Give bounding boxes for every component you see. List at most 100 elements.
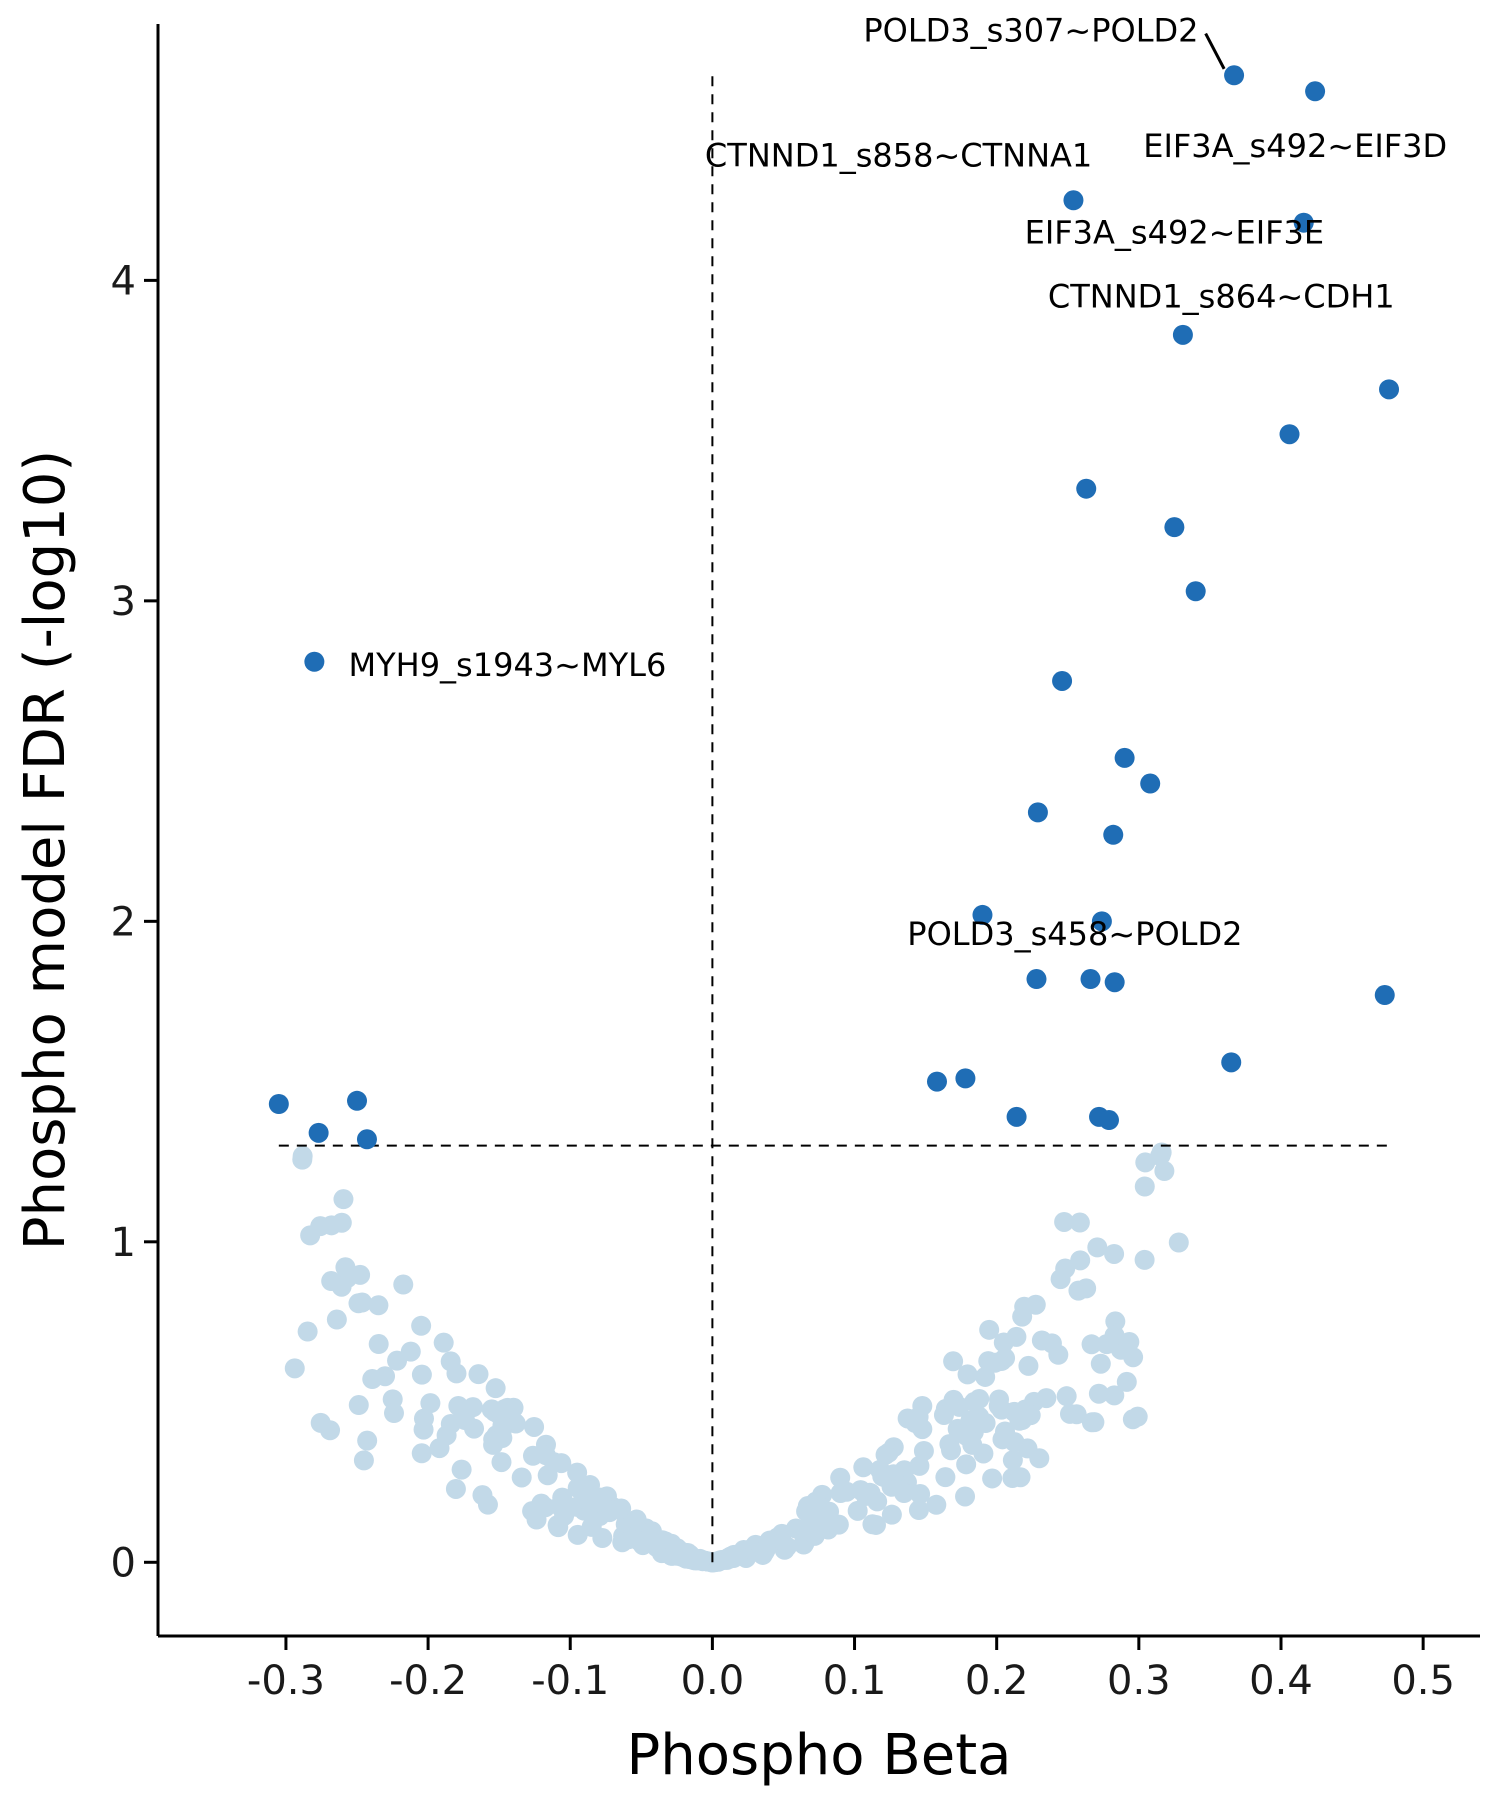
nonsignificant-point (420, 1393, 441, 1414)
significant-point (1104, 972, 1125, 993)
nonsignificant-point (567, 1524, 588, 1545)
nonsignificant-point (485, 1378, 506, 1399)
nonsignificant-point (368, 1334, 389, 1355)
significant-point (1114, 747, 1135, 768)
significant-point (1221, 1052, 1242, 1073)
significant-point (1379, 379, 1400, 400)
nonsignificant-point (549, 1496, 570, 1517)
y-tick-label: 2 (111, 899, 136, 945)
significant-point (268, 1094, 289, 1115)
nonsignificant-point (321, 1271, 342, 1292)
x-tick-label: 0.2 (965, 1658, 1029, 1704)
point-label: CTNND1_s864~CDH1 (1048, 277, 1395, 315)
nonsignificant-point (1031, 1330, 1052, 1351)
significant-point (1103, 824, 1124, 845)
nonsignificant-point (1134, 1176, 1155, 1197)
nonsignificant-point (608, 1499, 629, 1520)
nonsignificant-point (368, 1295, 389, 1316)
nonsignificant-points (284, 1142, 1189, 1573)
nonsignificant-point (326, 1309, 347, 1330)
x-tick-label: -0.3 (247, 1658, 325, 1704)
significant-points (268, 65, 1400, 1150)
nonsignificant-point (297, 1321, 318, 1342)
nonsignificant-point (872, 1466, 893, 1487)
nonsignificant-point (492, 1427, 513, 1448)
x-axis-ticks: -0.3 -0.2 -0.1 0.0 0.1 0.2 0.3 0.4 0.5 (247, 1636, 1455, 1704)
nonsignificant-point (393, 1274, 414, 1295)
nonsignificant-point (353, 1450, 374, 1471)
nonsignificant-point (1127, 1406, 1148, 1427)
nonsignificant-point (875, 1444, 896, 1465)
nonsignificant-point (1002, 1450, 1023, 1471)
nonsignificant-point (1054, 1211, 1075, 1232)
nonsignificant-point (956, 1425, 977, 1446)
point-annotations: POLD3_s307~POLD2 CTNND1_s858~CTNNA1 EIF3A_… (348, 11, 1447, 953)
significant-point (1185, 581, 1206, 602)
nonsignificant-point (468, 1364, 489, 1385)
nonsignificant-point (612, 1532, 633, 1553)
significant-point (304, 651, 325, 672)
nonsignificant-point (969, 1388, 990, 1409)
nonsignificant-point (1090, 1353, 1111, 1374)
significant-point (1006, 1106, 1027, 1127)
point-label: EIF3A_s492~EIF3D (1143, 127, 1447, 165)
annotation-leader (1204, 32, 1226, 70)
nonsignificant-point (956, 1454, 977, 1475)
significant-point (1091, 911, 1112, 932)
nonsignificant-point (665, 1540, 686, 1561)
nonsignificant-point (881, 1504, 902, 1525)
nonsignificant-point (978, 1351, 999, 1372)
nonsignificant-point (1025, 1294, 1046, 1315)
nonsignificant-point (448, 1395, 469, 1416)
point-label: POLD3_s458~POLD2 (907, 915, 1242, 953)
nonsignificant-point (591, 1493, 612, 1514)
x-tick-label: 0.1 (823, 1658, 887, 1704)
y-tick-label: 0 (111, 1540, 136, 1586)
nonsignificant-point (982, 1468, 1003, 1489)
y-tick-label: 4 (111, 258, 136, 304)
nonsignificant-point (310, 1216, 331, 1237)
nonsignificant-point (1017, 1438, 1038, 1459)
y-axis-title: Phospho model FDR (-log10) (13, 450, 78, 1251)
significant-point (1374, 985, 1395, 1006)
nonsignificant-point (926, 1494, 947, 1515)
nonsignificant-point (579, 1480, 600, 1501)
nonsignificant-point (451, 1459, 472, 1480)
nonsignificant-point (960, 1410, 981, 1431)
nonsignificant-point (867, 1491, 888, 1512)
x-axis-title: Phospho Beta (627, 1723, 1012, 1788)
nonsignificant-point (567, 1462, 588, 1483)
nonsignificant-point (908, 1500, 929, 1521)
nonsignificant-point (1087, 1237, 1108, 1258)
nonsignificant-point (626, 1509, 647, 1530)
nonsignificant-point (1104, 1385, 1125, 1406)
nonsignificant-point (433, 1332, 454, 1353)
nonsignificant-point (1135, 1152, 1156, 1173)
significant-point (1140, 773, 1161, 794)
point-label: POLD3_s307~POLD2 (863, 11, 1198, 49)
nonsignificant-point (537, 1465, 558, 1486)
nonsignificant-point (1154, 1160, 1175, 1181)
nonsignificant-point (352, 1292, 373, 1313)
nonsignificant-point (955, 1486, 976, 1507)
nonsignificant-point (1134, 1249, 1155, 1270)
nonsignificant-point (1104, 1325, 1125, 1346)
nonsignificant-point (632, 1535, 653, 1556)
significant-point (1076, 478, 1097, 499)
nonsignificant-point (524, 1416, 545, 1437)
nonsignificant-point (943, 1389, 964, 1410)
nonsignificant-point (472, 1485, 493, 1506)
nonsignificant-point (436, 1425, 457, 1446)
significant-point (1080, 969, 1101, 990)
nonsignificant-point (445, 1478, 466, 1499)
nonsignificant-point (894, 1482, 915, 1503)
point-label: CTNND1_s858~CTNNA1 (705, 136, 1092, 174)
nonsignificant-point (720, 1548, 741, 1569)
significant-point (1279, 424, 1300, 445)
nonsignificant-point (1076, 1278, 1097, 1299)
significant-point (926, 1071, 947, 1092)
nonsignificant-point (350, 1264, 371, 1285)
nonsignificant-point (1056, 1386, 1077, 1407)
significant-point (1293, 212, 1314, 233)
nonsignificant-point (522, 1445, 543, 1466)
